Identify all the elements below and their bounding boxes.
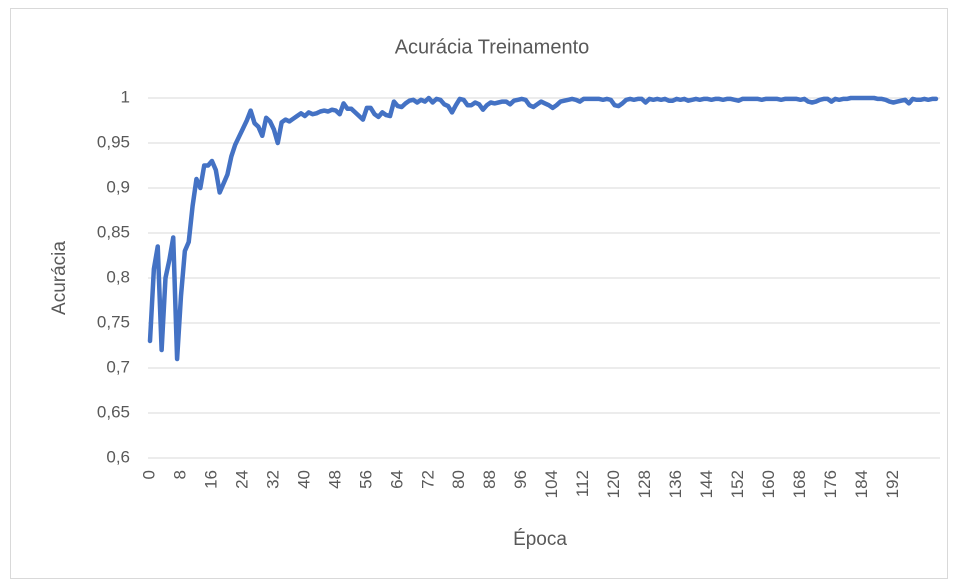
y-tick-label: 0,7 xyxy=(106,357,130,376)
x-tick-label: 16 xyxy=(201,470,220,489)
x-tick-label: 160 xyxy=(759,470,778,498)
x-tick-label: 184 xyxy=(852,470,871,498)
y-tick-label: 0,8 xyxy=(106,267,130,286)
x-tick-label: 176 xyxy=(821,470,840,498)
y-tick-label: 0,75 xyxy=(97,312,130,331)
y-tick-label: 0,6 xyxy=(106,447,130,466)
y-tick-label: 0,85 xyxy=(97,222,130,241)
x-tick-label: 0 xyxy=(139,470,158,479)
x-tick-label: 80 xyxy=(449,470,468,489)
x-tick-label: 112 xyxy=(573,470,592,497)
x-tick-label: 64 xyxy=(387,470,406,489)
x-tick-label: 40 xyxy=(294,470,313,489)
y-tick-label: 1 xyxy=(121,87,130,106)
x-tick-label: 56 xyxy=(356,470,375,489)
x-tick-label: 120 xyxy=(604,470,623,498)
x-tick-label: 32 xyxy=(263,470,282,489)
x-tick-label: 104 xyxy=(542,470,561,498)
x-tick-label: 8 xyxy=(170,470,189,479)
x-tick-label: 88 xyxy=(480,470,499,489)
data-line xyxy=(147,95,939,362)
x-tick-label: 136 xyxy=(666,470,685,498)
chart-title: Acurácia Treinamento xyxy=(395,36,590,58)
x-tick-label: 128 xyxy=(635,470,654,498)
y-tick-label: 0,95 xyxy=(97,132,130,151)
x-tick-label: 168 xyxy=(790,470,809,498)
x-tick-label: 152 xyxy=(728,470,747,498)
y-axis-label: Acurácia xyxy=(49,241,70,315)
x-axis-label: Época xyxy=(513,529,567,550)
x-tick-label: 192 xyxy=(883,470,902,498)
x-tick-label: 72 xyxy=(418,470,437,489)
x-tick-label: 144 xyxy=(697,470,716,498)
x-tick-label: 24 xyxy=(232,470,251,489)
x-tick-label: 48 xyxy=(325,470,344,489)
y-tick-label: 0,65 xyxy=(97,402,130,421)
x-tick-label: 96 xyxy=(511,470,530,489)
y-tick-label: 0,9 xyxy=(106,177,130,196)
